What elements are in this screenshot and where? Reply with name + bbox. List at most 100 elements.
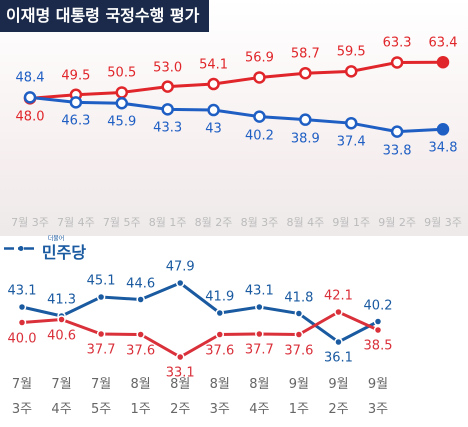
point — [344, 116, 358, 130]
data-label: 37.7 — [86, 342, 116, 358]
data-label: 40.2 — [244, 128, 274, 144]
point — [344, 65, 358, 78]
x-tick-label: 9월 2주 — [328, 377, 349, 417]
point — [334, 337, 343, 347]
data-label: 37.4 — [336, 134, 366, 150]
x-tick-label: 8월 4주 — [249, 377, 270, 417]
data-label: 37.7 — [244, 342, 274, 358]
point — [23, 91, 37, 104]
data-label: 41.3 — [47, 292, 77, 308]
chart-background — [0, 0, 468, 236]
legend-prefix: 더불어 — [47, 235, 65, 242]
x-tick-label: 9월 1주 — [332, 216, 371, 229]
data-label: 33.8 — [382, 143, 412, 159]
data-label: 37.6 — [284, 343, 314, 358]
point — [115, 97, 129, 110]
point — [207, 103, 220, 117]
data-label: 46.3 — [61, 113, 91, 129]
x-tick-label: 8월 2주 — [194, 216, 233, 229]
point — [115, 86, 129, 99]
point — [17, 318, 27, 327]
x-tick-label: 8월 3주 — [240, 216, 279, 229]
data-label: 41.9 — [205, 289, 235, 305]
point — [255, 329, 264, 339]
point — [136, 330, 145, 339]
point — [96, 329, 106, 339]
point — [334, 307, 343, 317]
chart-title: 이재명 대통령 국정수행 평가 — [0, 0, 210, 32]
data-label: 54.1 — [199, 57, 229, 73]
data-label: 40.2 — [363, 298, 393, 313]
x-tick-label: 7월 3주 — [11, 377, 33, 417]
point — [175, 278, 185, 288]
point — [390, 125, 404, 138]
x-tick-label: 8월 1주 — [130, 377, 151, 417]
data-label: 59.5 — [336, 44, 366, 60]
data-label: 42.1 — [323, 288, 353, 304]
data-label: 63.4 — [428, 35, 458, 51]
data-label: 38.9 — [290, 131, 320, 147]
data-label: 37.6 — [205, 343, 235, 358]
data-label: 50.5 — [107, 65, 137, 81]
data-label: 47.9 — [165, 259, 195, 275]
point — [207, 77, 220, 91]
legend-dot — [18, 246, 24, 251]
x-tick-label: 9월 2주 — [378, 216, 416, 229]
data-label: 43.3 — [153, 120, 183, 136]
point — [436, 55, 450, 69]
point — [373, 317, 383, 326]
legend-label: 민주당 — [41, 242, 87, 262]
data-label: 45.9 — [107, 114, 137, 130]
data-label: 33.1 — [165, 365, 195, 381]
point — [161, 80, 174, 93]
x-tick-label: 8월 2주 — [170, 377, 191, 417]
point — [17, 302, 27, 312]
point — [215, 330, 225, 339]
data-label: 43.1 — [244, 283, 274, 299]
point — [299, 66, 312, 80]
data-label: 44.6 — [126, 276, 156, 291]
point — [215, 308, 225, 318]
data-label: 53.0 — [153, 60, 183, 76]
data-label: 37.6 — [126, 343, 156, 358]
data-label: 48.4 — [15, 70, 45, 86]
data-label: 63.3 — [382, 35, 412, 51]
x-tick-label: 9월 3주 — [424, 216, 462, 229]
x-tick-label: 8월 3주 — [209, 377, 230, 417]
point — [57, 315, 66, 324]
x-tick-label: 7월 3주 — [11, 216, 49, 229]
data-label: 36.1 — [323, 350, 353, 366]
point — [390, 56, 404, 69]
x-tick-label: 7월 5주 — [90, 377, 112, 417]
data-label: 56.9 — [244, 50, 274, 66]
point — [161, 103, 174, 116]
point — [294, 330, 304, 339]
x-tick-label: 7월 5주 — [102, 216, 141, 229]
data-label: 41.8 — [284, 290, 314, 305]
point — [136, 295, 145, 304]
x-tick-label: 7월 4주 — [57, 216, 95, 229]
data-label: 40.6 — [47, 328, 77, 343]
point — [253, 71, 266, 84]
point — [436, 123, 450, 136]
point — [255, 302, 264, 312]
series-line — [29, 60, 444, 100]
data-label: 34.8 — [428, 140, 458, 156]
point — [373, 325, 383, 335]
data-label: 43.1 — [7, 283, 37, 299]
data-label: 40.0 — [7, 331, 37, 346]
x-tick-label: 9월 1주 — [288, 377, 309, 417]
data-label: 43 — [205, 121, 222, 137]
data-label: 48.0 — [15, 109, 45, 125]
x-tick-label: 9월 3주 — [367, 377, 389, 417]
series-line — [29, 95, 444, 134]
x-tick-label: 8월 1주 — [148, 216, 187, 229]
data-label: 38.5 — [363, 338, 393, 354]
data-label: 58.7 — [290, 46, 320, 62]
point — [175, 352, 185, 362]
point — [96, 292, 106, 302]
x-tick-label: 7월 4주 — [51, 377, 72, 417]
data-label: 49.5 — [61, 68, 91, 84]
